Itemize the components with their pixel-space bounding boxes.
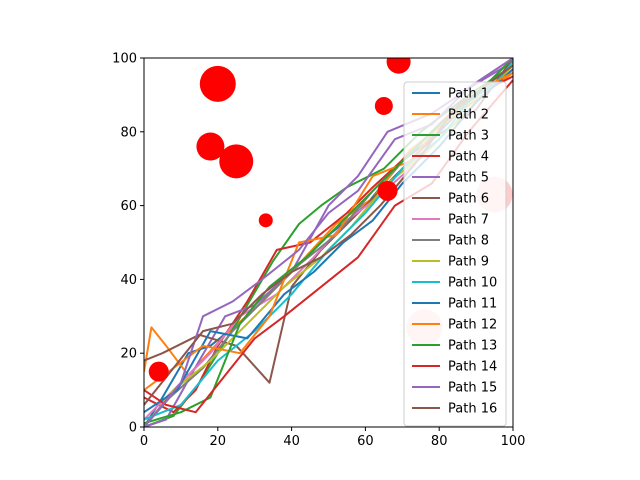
scatter-point-5: [386, 58, 411, 74]
plot-frame: [143, 57, 514, 428]
scatter-point-3: [219, 144, 254, 179]
x-tick-label-4: 80: [431, 434, 448, 449]
legend-label-4: Path 4: [448, 150, 489, 165]
legend-label-6: Path 6: [448, 192, 489, 207]
axis-layer: 0 20 40 60 80 100 0 20 40 60 80 100: [112, 52, 525, 450]
legend-label-7: Path 7: [448, 213, 489, 228]
legend-label-16: Path 16: [448, 402, 497, 417]
legend-label-10: Path 10: [448, 276, 497, 291]
scatter-point-8: [148, 361, 169, 382]
legend-label-5: Path 5: [448, 171, 489, 186]
scatter-point-1: [199, 65, 236, 102]
legend: Path 1 Path 2 Path 3 Path 4 Path 5 Path 6 Path…: [403, 81, 507, 427]
scatter-point-2: [196, 132, 225, 161]
legend-label-11: Path 11: [448, 297, 497, 312]
y-tick-label-0: 0: [129, 421, 137, 436]
x-tick-label-0: 0: [140, 434, 148, 449]
scatter-point-4: [258, 213, 273, 228]
x-tick-label-1: 20: [210, 434, 227, 449]
legend-label-12: Path 12: [448, 318, 497, 333]
legend-label-2: Path 2: [448, 108, 489, 123]
x-tick-label-5: 100: [501, 434, 526, 449]
legend-label-15: Path 15: [448, 381, 497, 396]
legend-label-1: Path 1: [448, 87, 489, 102]
y-tick-label-1: 20: [120, 347, 137, 362]
legend-label-13: Path 13: [448, 339, 497, 354]
y-tick-label-3: 60: [120, 199, 137, 214]
scatter-point-6: [374, 96, 393, 115]
x-tick-label-3: 60: [357, 434, 374, 449]
scatter-point-7: [377, 180, 398, 201]
legend-box: [403, 81, 507, 427]
legend-label-14: Path 14: [448, 360, 497, 375]
y-tick-label-5: 100: [112, 52, 137, 67]
y-tick-label-4: 80: [120, 125, 137, 140]
legend-label-8: Path 8: [448, 234, 489, 249]
legend-label-9: Path 9: [448, 255, 489, 270]
y-tick-label-2: 40: [120, 273, 137, 288]
x-tick-label-2: 40: [283, 434, 300, 449]
legend-label-3: Path 3: [448, 129, 489, 144]
